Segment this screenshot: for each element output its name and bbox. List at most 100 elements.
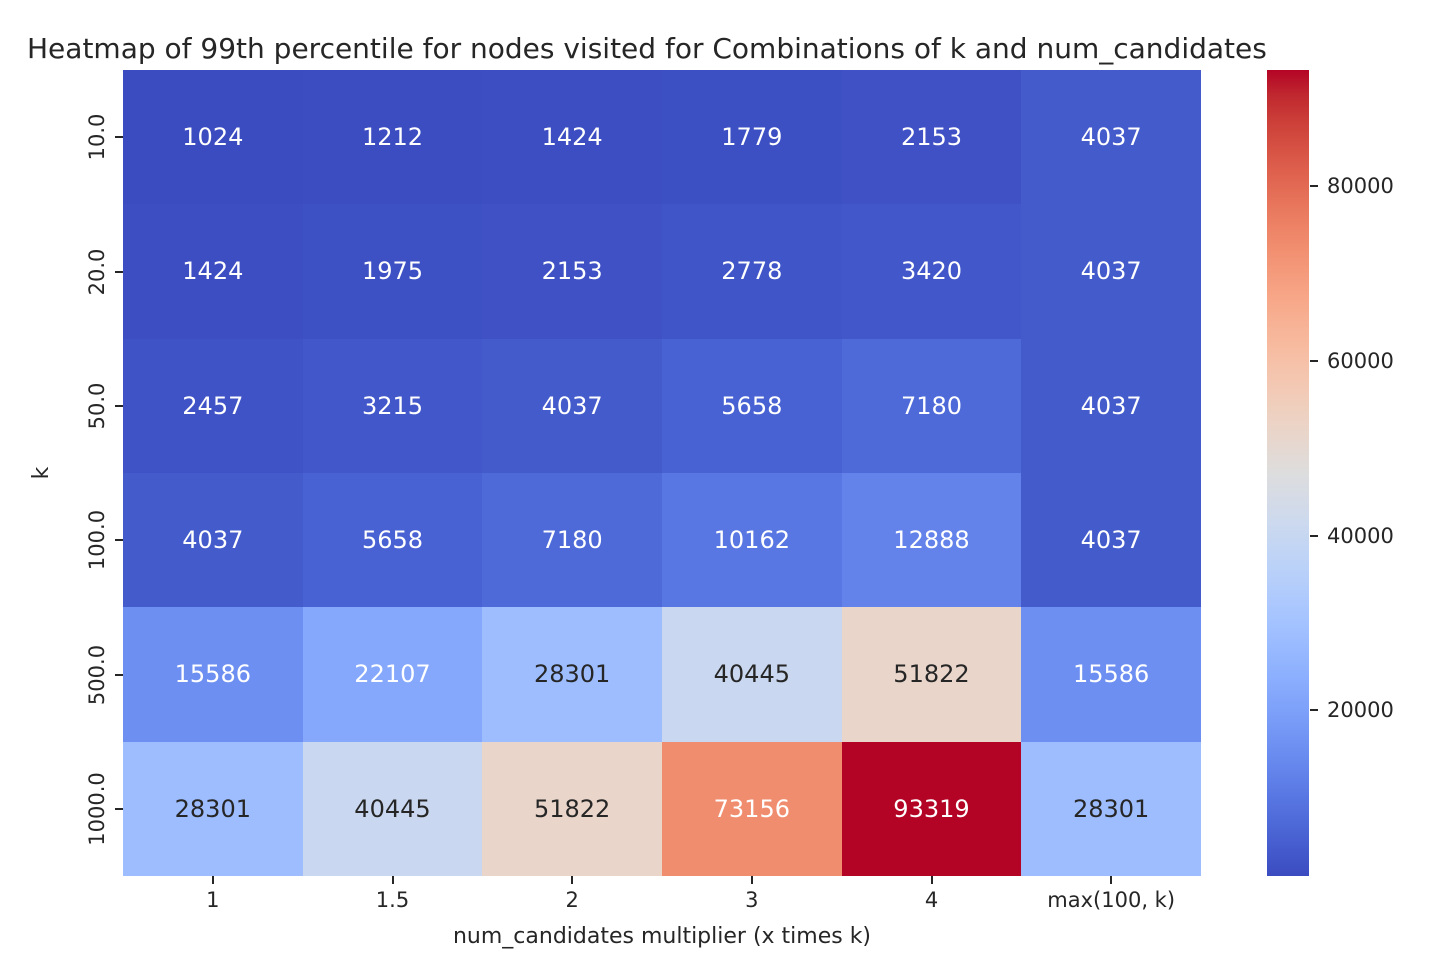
heatmap-cell: 4037 <box>1021 70 1201 205</box>
cell-value: 4037 <box>1080 257 1142 286</box>
x-tick-mark <box>211 876 214 884</box>
cell-value: 28301 <box>174 794 251 823</box>
heatmap-cell: 3420 <box>841 204 1022 339</box>
x-tick-label: 2 <box>565 888 579 912</box>
cell-value: 3215 <box>361 391 424 420</box>
colorbar-tick-mark <box>1310 359 1318 362</box>
cell-value: 7180 <box>900 391 963 420</box>
heatmap-cell: 22107 <box>302 607 483 742</box>
heatmap-cell: 73156 <box>662 741 842 876</box>
heatmap-cell: 4037 <box>123 473 303 608</box>
heatmap-cell: 1975 <box>302 204 483 339</box>
heatmap-cell: 40445 <box>302 741 483 876</box>
colorbar-tick-mark <box>1310 709 1318 712</box>
x-tick-mark <box>571 876 574 884</box>
cell-value: 28301 <box>1072 794 1150 823</box>
cell-value: 73156 <box>713 794 790 823</box>
heatmap-cell: 1424 <box>123 204 303 339</box>
cell-value: 2153 <box>541 257 603 286</box>
x-tick-label: 4 <box>924 888 939 912</box>
y-tick-label: 100.0 <box>85 510 109 571</box>
x-tick-mark <box>750 876 753 884</box>
heatmap-cell: 10162 <box>662 473 842 608</box>
cell-value: 1024 <box>182 123 244 152</box>
cell-value: 7180 <box>541 526 603 555</box>
x-tick-label: 3 <box>745 888 759 912</box>
cell-value: 51822 <box>533 794 611 823</box>
heatmap-cell: 4037 <box>1021 473 1201 608</box>
x-tick-label: max(100, k) <box>1047 888 1176 912</box>
heatmap-cell: 3215 <box>302 338 483 473</box>
colorbar-tick-label: 20000 <box>1327 698 1394 723</box>
cell-value: 22107 <box>354 660 431 689</box>
heatmap-cell: 4037 <box>1021 204 1201 339</box>
cell-value: 28301 <box>533 660 611 689</box>
heatmap-cell: 40445 <box>662 607 842 742</box>
cell-value: 1779 <box>721 123 783 152</box>
chart-title: Heatmap of 99th percentile for nodes vis… <box>27 32 1267 65</box>
heatmap-cell: 1424 <box>482 70 662 205</box>
cell-value: 4037 <box>182 526 244 555</box>
heatmap-cell: 51822 <box>482 741 662 876</box>
cell-value: 5658 <box>361 526 424 555</box>
y-tick-mark <box>115 807 123 810</box>
y-tick-label: 20.0 <box>85 248 109 295</box>
cell-value: 40445 <box>354 794 431 823</box>
cell-value: 1975 <box>361 257 424 286</box>
colorbar-tick-label: 80000 <box>1327 174 1394 199</box>
cell-value: 12888 <box>893 526 970 555</box>
colorbar-tick-label: 60000 <box>1327 348 1394 373</box>
heatmap-cell: 2153 <box>841 70 1022 205</box>
x-tick-mark <box>930 876 933 884</box>
x-tick-label: 1.5 <box>375 888 410 912</box>
cell-value: 4037 <box>1080 526 1142 555</box>
heatmap-cell: 2778 <box>662 204 842 339</box>
cell-value: 93319 <box>893 794 970 823</box>
x-tick-mark <box>391 876 394 884</box>
x-tick-label: 1 <box>206 888 220 912</box>
cell-value: 3420 <box>900 257 963 286</box>
heatmap-cell: 1024 <box>123 70 303 205</box>
heatmap-cell: 1212 <box>302 70 483 205</box>
heatmap-cell: 5658 <box>302 473 483 608</box>
cell-value: 2778 <box>721 257 783 286</box>
heatmap-cell: 5658 <box>662 338 842 473</box>
cell-value: 15586 <box>1072 660 1150 689</box>
heatmap-cell: 51822 <box>841 607 1022 742</box>
y-tick-label: 50.0 <box>85 382 109 430</box>
heatmap: 1024 1212 1424 1779 2153 4037 1424 1975 2153 2778… <box>123 70 1201 876</box>
heatmap-cell: 7180 <box>841 338 1022 473</box>
heatmap-cell: 12888 <box>841 473 1022 608</box>
cell-value: 40445 <box>713 660 790 689</box>
y-tick-label: 10.0 <box>85 113 109 161</box>
heatmap-cell: 7180 <box>482 473 662 608</box>
y-axis-label: k <box>29 466 54 480</box>
heatmap-cell: 2457 <box>123 338 303 473</box>
heatmap-cell: 93319 <box>841 741 1022 876</box>
cell-value: 2457 <box>182 391 244 420</box>
cell-value: 2153 <box>900 123 963 152</box>
heatmap-cell: 15586 <box>123 607 303 742</box>
cell-value: 1424 <box>541 123 603 152</box>
cell-value: 1212 <box>361 123 424 152</box>
cell-value: 4037 <box>541 391 603 420</box>
heatmap-cell: 4037 <box>1021 338 1201 473</box>
cell-value: 10162 <box>713 526 790 555</box>
heatmap-cell: 28301 <box>1021 741 1201 876</box>
y-tick-mark <box>115 270 123 273</box>
heatmap-cell: 15586 <box>1021 607 1201 742</box>
colorbar <box>1267 70 1309 876</box>
heatmap-cell: 28301 <box>482 607 662 742</box>
y-tick-label: 1000.0 <box>85 772 109 846</box>
cell-value: 1424 <box>182 257 244 286</box>
heatmap-cell: 28301 <box>123 741 303 876</box>
cell-value: 51822 <box>893 660 970 689</box>
heatmap-cell: 4037 <box>482 338 662 473</box>
y-tick-label: 500.0 <box>85 644 109 705</box>
y-tick-mark <box>115 136 123 139</box>
x-tick-mark <box>1110 876 1113 884</box>
x-axis-label: num_candidates multiplier (x times k) <box>452 924 872 949</box>
y-tick-mark <box>115 539 123 542</box>
y-tick-mark <box>115 404 123 407</box>
cell-value: 15586 <box>174 660 251 689</box>
